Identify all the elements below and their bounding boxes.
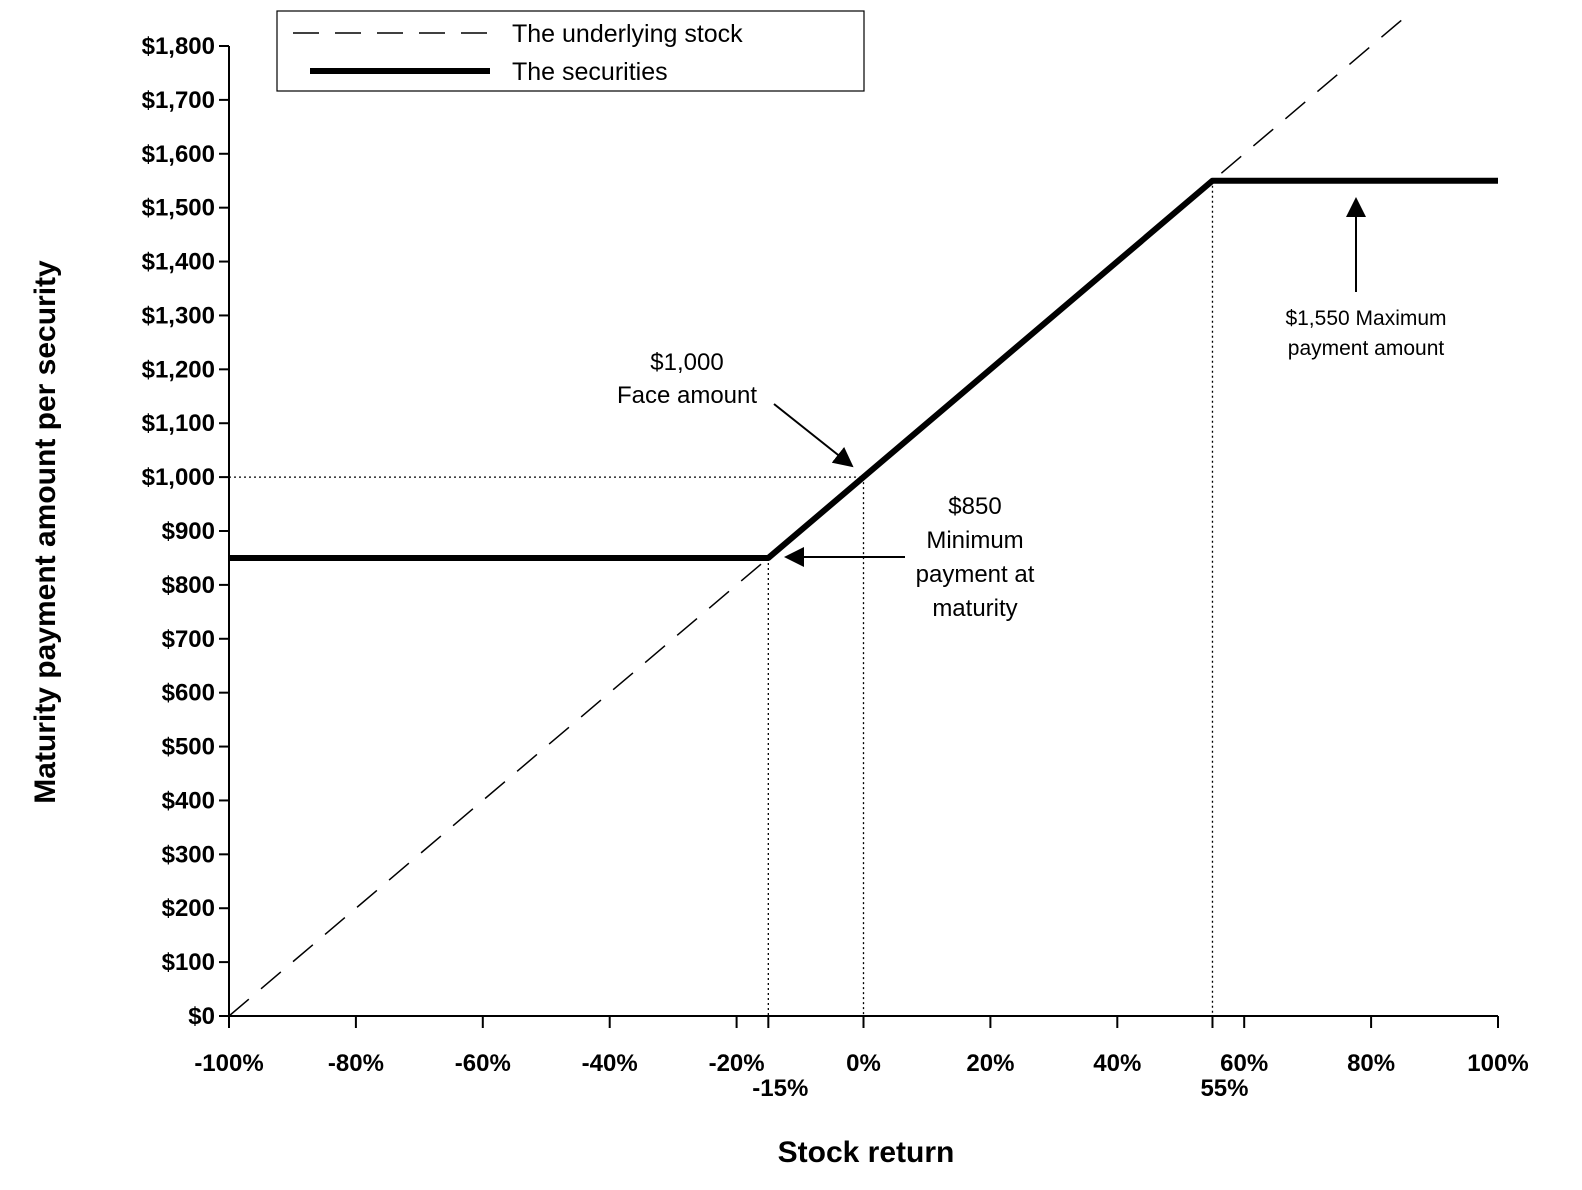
y-tick-label: $1,100 (142, 410, 215, 437)
x-tick-label: 0% (846, 1050, 881, 1077)
legend-box (276, 10, 865, 92)
y-tick-label: $1,200 (142, 356, 215, 383)
y-tick-label: $100 (162, 949, 215, 976)
y-axis-ticks: $0 $100 $200 $300 $400 $500 $600 $700 $800 $900 $1… (142, 33, 229, 1030)
annotation-minimum-line-2: Minimum (926, 527, 1023, 554)
annotation-face-amount-arrow (773, 403, 854, 468)
x-tick-label: -100% (194, 1050, 263, 1077)
x-tick-label: -60% (455, 1050, 511, 1077)
legend-label-securities: The securities (512, 58, 668, 86)
y-tick-label: $1,300 (142, 302, 215, 329)
x-tick-label: 20% (966, 1050, 1014, 1077)
y-tick-label: $600 (162, 680, 215, 707)
y-axis-title: Maturity payment amount per security (29, 260, 62, 804)
x-tick-label: -80% (328, 1050, 384, 1077)
annotation-maximum-line-1: $1,550 Maximum (1285, 307, 1446, 330)
y-tick-label: $1,800 (142, 33, 215, 60)
annotation-face-amount: $1,000 Face amount (617, 349, 854, 468)
annotation-minimum-line-1: $850 (948, 493, 1001, 520)
y-tick-label: $300 (162, 841, 215, 868)
annotation-minimum-payment: $850 Minimum payment at maturity (784, 493, 1035, 622)
annotation-minimum-line-4: maturity (932, 595, 1017, 622)
x-tick-label-highlight: -15% (752, 1075, 808, 1102)
x-tick-label: 60% (1220, 1050, 1268, 1077)
annotation-maximum-line-2: payment amount (1288, 337, 1445, 360)
y-tick-label: $800 (162, 572, 215, 599)
annotation-minimum-line-3: payment at (916, 561, 1035, 588)
legend-label-underlying-stock: The underlying stock (512, 20, 743, 48)
y-tick-label: $400 (162, 787, 215, 814)
x-tick-label: 80% (1347, 1050, 1395, 1077)
y-tick-label: $700 (162, 626, 215, 653)
annotation-face-amount-line-2: Face amount (617, 382, 757, 409)
y-tick-label: $1,600 (142, 141, 215, 168)
chart-series (228, 18, 1498, 1017)
y-tick-label: $1,500 (142, 195, 215, 222)
x-axis-title: Stock return (778, 1136, 955, 1169)
annotation-maximum-payment: $1,550 Maximum payment amount (1285, 197, 1447, 360)
y-tick-label: $200 (162, 895, 215, 922)
reference-guides (229, 180, 1214, 1016)
x-tick-label: -40% (582, 1050, 638, 1077)
x-tick-label: 40% (1093, 1050, 1141, 1077)
series-line-securities (229, 177, 1498, 561)
annotation-face-amount-line-1: $1,000 (650, 349, 723, 376)
y-tick-label: $1,400 (142, 249, 215, 276)
legend: The underlying stock The securities (276, 10, 865, 92)
x-tick-label: 100% (1467, 1050, 1528, 1077)
y-tick-label: $0 (188, 1003, 215, 1030)
x-tick-label-highlight: 55% (1200, 1075, 1248, 1102)
y-tick-label: $900 (162, 518, 215, 545)
y-tick-label: $1,000 (142, 464, 215, 491)
x-axis-ticks: -100% -80% -60% -40% -20% 0% 20% 40% 60% 80% 100% -… (194, 1016, 1529, 1102)
y-tick-label: $1,700 (142, 87, 215, 114)
y-tick-label: $500 (162, 734, 215, 761)
x-tick-label: -20% (709, 1050, 765, 1077)
